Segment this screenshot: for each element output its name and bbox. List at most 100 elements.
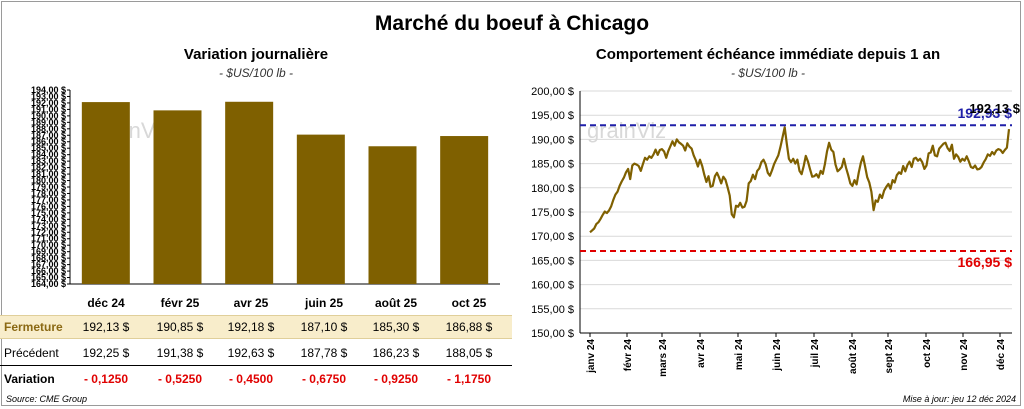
x-tick-label: sept 24 [884, 339, 895, 374]
y-tick-label: 176,00 $ [31, 201, 66, 211]
y-tick-label: 169,00 $ [31, 247, 66, 257]
y-tick-label: 182,00 $ [31, 163, 66, 173]
prev-value: 192,25 $ [82, 346, 130, 360]
close-row: Fermeture 192,13 $ 190,85 $ 192,18 $ 187… [0, 315, 512, 339]
variation-row: Variation - 0,1250 - 0,5250 - 0,4500 - 0… [0, 368, 512, 390]
bar-chart: grainViz 164,00 $165,00 $166,00 $167,00 … [31, 85, 500, 289]
month-header: oct 25 [451, 296, 487, 310]
y-tick-label: 174,00 $ [31, 214, 66, 224]
y-tick-label: 187,00 $ [31, 130, 66, 140]
y-tick-label: 186,00 $ [31, 137, 66, 147]
low-label: 166,95 $ [958, 254, 1013, 270]
y-tick-label: 164,00 $ [31, 279, 66, 289]
x-tick-label: déc 24 [996, 339, 1007, 371]
y-tick-label: 160,00 $ [531, 280, 574, 292]
y-tick-label: 180,00 $ [31, 176, 66, 186]
table-header-row: déc 24 févr 25 avr 25 juin 25 août 25 oc… [0, 292, 512, 314]
x-tick-label: janv 24 [586, 339, 597, 374]
variation-value: - 0,9250 [373, 372, 419, 386]
y-tick-label: 183,00 $ [31, 156, 66, 166]
x-tick-label: mars 24 [658, 339, 669, 377]
variation-value: - 0,4500 [228, 372, 274, 386]
month-header: déc 24 [87, 296, 125, 310]
x-tick-label: août 24 [848, 339, 859, 374]
right-chart-title: Comportement échéance immédiate depuis 1… [595, 46, 941, 63]
y-tick-label: 179,00 $ [31, 182, 66, 192]
y-tick-label: 166,00 $ [31, 266, 66, 276]
x-tick-label: juil 24 [810, 339, 821, 369]
y-tick-label: 192,00 $ [31, 98, 66, 108]
right-chart-unit: - $US/100 lb - [730, 66, 806, 80]
x-tick-label: nov 24 [959, 339, 970, 371]
left-chart-unit: - $US/100 lb - [218, 66, 294, 80]
y-tick-label: 175,00 $ [31, 208, 66, 218]
source-note: Source: CME Group [6, 394, 88, 404]
y-tick-label: 168,00 $ [31, 253, 66, 263]
close-value: 185,30 $ [372, 320, 420, 334]
prev-value: 188,05 $ [445, 346, 493, 360]
y-tick-label: 150,00 $ [531, 328, 574, 340]
price-line [589, 126, 1011, 234]
close-value: 192,13 $ [82, 320, 130, 334]
variation-value: - 0,1250 [83, 372, 129, 386]
y-tick-label: 193,00 $ [31, 91, 66, 101]
y-tick-label: 173,00 $ [31, 221, 66, 231]
bar [225, 101, 274, 284]
y-tick-label: 190,00 $ [31, 111, 66, 121]
bar [440, 136, 489, 284]
month-header: août 25 [374, 296, 417, 310]
bar [368, 146, 417, 284]
prev-row: Précédent 192,25 $ 191,38 $ 192,63 $ 187… [0, 342, 512, 364]
close-value: 190,85 $ [156, 320, 204, 334]
update-note: Mise à jour: jeu 12 déc 2024 [902, 394, 1016, 404]
bar [296, 134, 345, 284]
y-tick-label: 194,00 $ [31, 85, 66, 95]
x-tick-label: juin 24 [772, 339, 783, 372]
y-tick-label: 175,00 $ [531, 207, 574, 219]
y-tick-label: 189,00 $ [31, 117, 66, 127]
left-chart-title: Variation journalière [183, 46, 329, 63]
high-label: 192,93 $ [958, 105, 1013, 121]
y-tick-label: 188,00 $ [31, 124, 66, 134]
y-tick-label: 165,00 $ [531, 255, 574, 267]
variation-value: - 0,5250 [157, 372, 203, 386]
y-tick-label: 191,00 $ [31, 104, 66, 114]
last-value-label: 192,13 $ [969, 101, 1020, 116]
close-value: 186,88 $ [445, 320, 493, 334]
prev-value: 187,78 $ [300, 346, 348, 360]
y-tick-label: 185,00 $ [31, 143, 66, 153]
month-header: juin 25 [304, 296, 343, 310]
y-tick-label: 171,00 $ [31, 234, 66, 244]
y-tick-label: 180,00 $ [531, 183, 574, 195]
variation-value: - 1,1750 [446, 372, 492, 386]
x-tick-label: févr 24 [623, 339, 634, 372]
y-tick-label: 155,00 $ [531, 304, 574, 316]
x-tick-label: mai 24 [734, 339, 745, 371]
month-header: févr 25 [160, 296, 200, 310]
bar [81, 102, 130, 284]
close-label: Fermeture [4, 320, 63, 334]
prev-value: 191,38 $ [156, 346, 204, 360]
y-tick-label: 195,00 $ [531, 110, 574, 122]
close-value: 187,10 $ [300, 320, 348, 334]
y-tick-label: 190,00 $ [531, 134, 574, 146]
y-tick-label: 184,00 $ [31, 150, 66, 160]
prev-label: Précédent [4, 346, 59, 360]
y-tick-label: 170,00 $ [31, 240, 66, 250]
y-tick-label: 177,00 $ [31, 195, 66, 205]
variation-value: - 0,6750 [301, 372, 347, 386]
watermark: grainViz [587, 118, 666, 143]
y-tick-label: 170,00 $ [531, 231, 574, 243]
table-divider [0, 365, 512, 366]
y-tick-label: 172,00 $ [31, 227, 66, 237]
y-tick-label: 181,00 $ [31, 169, 66, 179]
x-tick-label: avr 24 [696, 339, 707, 368]
y-tick-label: 167,00 $ [31, 260, 66, 270]
prev-value: 192,63 $ [227, 346, 275, 360]
month-header: avr 25 [233, 296, 269, 310]
y-tick-label: 165,00 $ [31, 273, 66, 283]
page-title: Marché du boeuf à Chicago [374, 12, 650, 35]
y-tick-label: 200,00 $ [531, 86, 574, 98]
